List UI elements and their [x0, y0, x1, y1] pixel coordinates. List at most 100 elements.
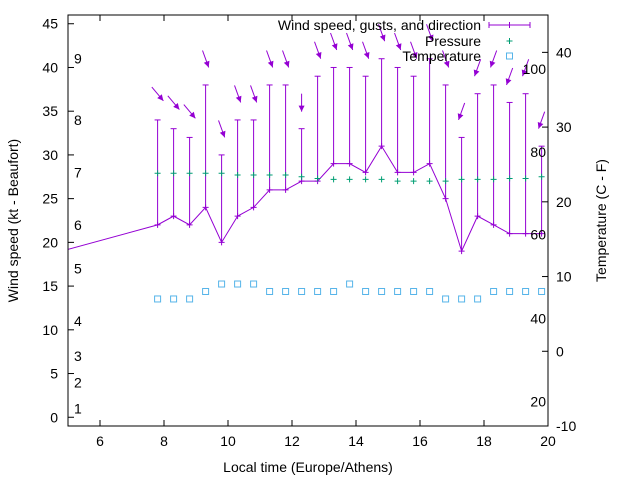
temperature-point [378, 287, 386, 295]
y-tick-label: 40 [42, 59, 58, 75]
y2-tick-label: 20 [556, 194, 572, 210]
wind-direction-arrowhead [443, 60, 450, 68]
wind-direction-arrowhead [203, 60, 210, 68]
fahrenheit-label: 80 [530, 144, 546, 160]
temperature-point [538, 287, 546, 295]
wind-direction-arrowhead [363, 52, 370, 59]
wind-speed-point [346, 160, 353, 167]
x-tick-label: 20 [540, 433, 556, 449]
temperature-point [250, 280, 258, 288]
wind-speed-point [170, 213, 177, 220]
pressure-point [506, 175, 513, 182]
wind-direction-arrowhead [251, 95, 258, 103]
temperature-point [522, 287, 530, 295]
wind-direction-arrowhead [521, 69, 528, 77]
beaufort-label: 9 [74, 51, 82, 67]
temperature-point [410, 287, 418, 295]
wind-speed-point [186, 221, 193, 228]
x-tick-label: 16 [412, 433, 428, 449]
temperature-point [298, 287, 306, 295]
y-tick-label: 45 [42, 16, 58, 32]
wind-direction-arrowhead [457, 113, 464, 120]
legend: Wind speed, gusts, and direction Pressur… [278, 17, 531, 64]
fahrenheit-label: 40 [530, 310, 546, 326]
temperature-point [346, 280, 354, 288]
temperature-point [186, 295, 194, 303]
legend-sample-pressure [506, 38, 513, 44]
axis-labels: Local time (Europe/Athens) Wind speed (k… [5, 139, 609, 475]
y2-axis-label: Temperature (C - F) [593, 159, 609, 282]
wind-speed-point [378, 143, 385, 150]
pressure-point [474, 176, 481, 183]
plot-area [68, 24, 546, 303]
x-tick-label: 6 [96, 433, 104, 449]
wind-speed-point [250, 204, 257, 211]
legend-sample-temperature [506, 52, 513, 60]
wind-speed-point [234, 213, 241, 220]
y2-tick-label: 40 [556, 44, 572, 60]
wind-direction-arrowhead [537, 121, 544, 129]
pressure-point [170, 170, 177, 177]
temperature-point [362, 287, 370, 295]
wind-direction-arrowhead [283, 60, 290, 68]
wind-direction-arrowhead [473, 69, 480, 77]
x-tick-label: 14 [348, 433, 364, 449]
wind-speed-point [426, 160, 433, 167]
pressure-point [394, 178, 401, 185]
pressure-point [202, 170, 209, 177]
beaufort-label: 5 [74, 261, 82, 277]
y2-tick-label: -10 [556, 418, 576, 434]
y2-tick-label: 10 [556, 269, 572, 285]
y-tick-label: 35 [42, 103, 58, 119]
pressure-point [298, 173, 305, 180]
temperature-point [442, 295, 450, 303]
beaufort-label: 1 [74, 401, 82, 417]
temperature-point [170, 295, 178, 303]
beaufort-label: 3 [74, 348, 82, 364]
y-tick-label: 25 [42, 191, 58, 207]
legend-sample-wind-point [506, 22, 513, 28]
temperature-point [266, 287, 274, 295]
temperature-point [490, 287, 498, 295]
wind-speed-point [442, 195, 449, 202]
plot-frame [67, 14, 549, 427]
x-axis-label: Local time (Europe/Athens) [223, 459, 393, 475]
temperature-point [314, 287, 322, 295]
legend-label-pressure: Pressure [425, 33, 481, 49]
wind-direction-arrowhead [331, 43, 338, 50]
wind-direction-arrowhead [173, 103, 180, 110]
pressure-point [250, 172, 257, 179]
temperature-point [330, 287, 338, 295]
pressure-point [458, 176, 465, 183]
pressure-point [154, 170, 161, 177]
wind-direction-arrowhead [379, 34, 386, 42]
wind-direction-arrowhead [219, 130, 226, 138]
temperature-point [394, 287, 402, 295]
y2-tick-label: 30 [556, 119, 572, 135]
y-tick-label: 10 [42, 322, 58, 338]
y-tick-label: 30 [42, 147, 58, 163]
temperature-point [202, 287, 210, 295]
pressure-point [490, 176, 497, 183]
wind-speed-point [538, 230, 545, 237]
wind-direction-arrowhead [505, 78, 512, 85]
wind-speed-point [410, 169, 417, 176]
axes: 6 8 10 12 14 16 18 20051015202530354045-1001020… [42, 15, 576, 449]
pressure-point [410, 178, 417, 185]
beaufort-label: 4 [74, 313, 82, 329]
wind-speed-point [394, 169, 401, 176]
wind-direction-arrowhead [315, 52, 322, 59]
wind-speed-series [68, 145, 542, 253]
temperature-point [218, 280, 226, 288]
beaufort-label: 8 [74, 112, 82, 128]
wind-speed-point [522, 230, 529, 237]
pressure-point [522, 175, 529, 182]
temperature-point [474, 295, 482, 303]
y-axis-label: Wind speed (kt - Beaufort) [5, 139, 21, 302]
wind-direction-arrowhead [395, 43, 402, 50]
pressure-point [362, 176, 369, 183]
wind-speed-point [282, 186, 289, 193]
wind-speed-point [362, 169, 369, 176]
x-tick-label: 10 [220, 433, 236, 449]
y-tick-label: 15 [42, 278, 58, 294]
